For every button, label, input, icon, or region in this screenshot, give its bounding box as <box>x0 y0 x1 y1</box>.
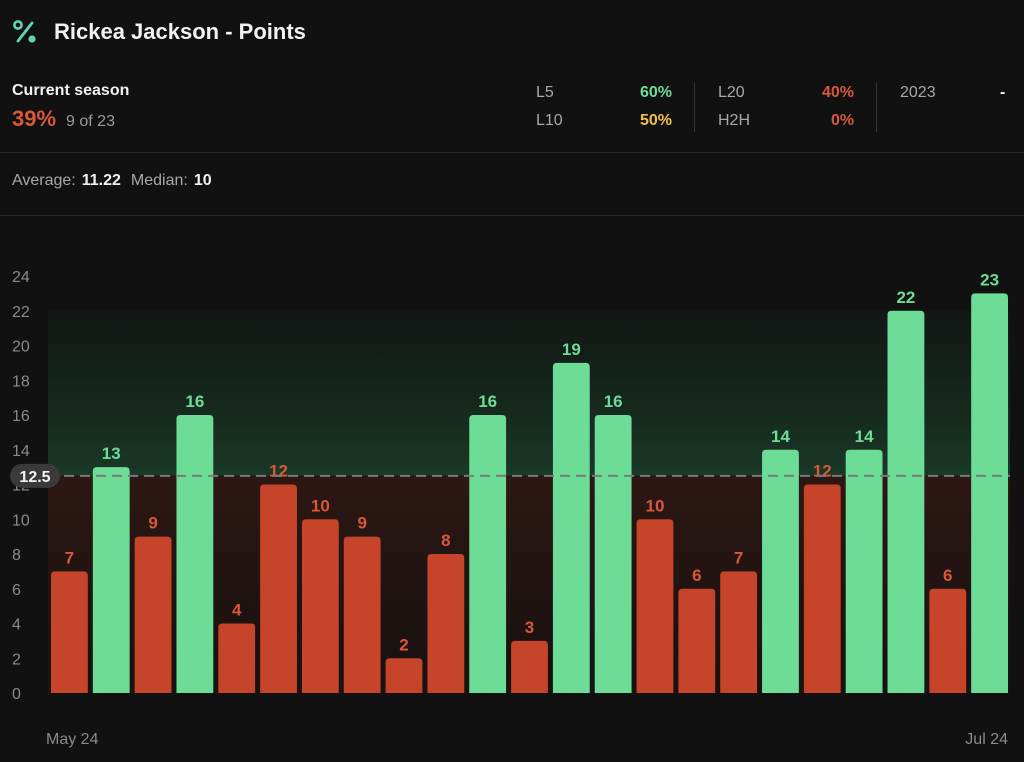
x-start-label: May 24 <box>46 731 99 748</box>
y-tick-label: 10 <box>12 512 30 529</box>
bar-value-label: 13 <box>102 444 121 463</box>
bar-value-label: 23 <box>980 270 999 289</box>
split-label: L5 <box>536 84 554 101</box>
y-tick-label: 22 <box>12 304 30 321</box>
average-median-row: Average: 11.22 Median: 10 <box>12 172 222 190</box>
average-value: 11.22 <box>81 172 121 189</box>
page-title: Rickea Jackson - Points <box>54 19 306 44</box>
bar-value-label: 7 <box>734 548 743 567</box>
divider <box>694 82 695 132</box>
bar[interactable] <box>552 362 590 693</box>
bar[interactable] <box>678 588 716 693</box>
bar[interactable] <box>887 310 925 693</box>
bar[interactable] <box>260 484 297 694</box>
bar-value-label: 9 <box>148 514 157 533</box>
split-value: 0% <box>831 112 855 129</box>
bar-value-label: 10 <box>646 496 665 515</box>
bar[interactable] <box>636 519 674 693</box>
bar[interactable] <box>762 449 799 693</box>
split-value: 50% <box>640 112 673 129</box>
x-end-label: Jul 24 <box>965 731 1008 748</box>
bar-value-label: 12 <box>813 462 832 481</box>
median-value: 10 <box>193 172 212 189</box>
bar[interactable] <box>971 293 1008 693</box>
bar-value-label: 2 <box>399 635 408 654</box>
line-pill <box>10 463 60 488</box>
percent-icon <box>13 20 36 43</box>
split-label: L10 <box>536 112 563 129</box>
season-label: Current season <box>12 82 130 99</box>
bar[interactable] <box>301 519 339 693</box>
bar[interactable] <box>92 467 130 693</box>
median-label: Median: <box>130 172 188 189</box>
divider <box>876 82 877 132</box>
y-tick-label: 24 <box>12 269 30 286</box>
bar-value-label: 4 <box>232 601 242 620</box>
bar-value-label: 8 <box>441 531 450 550</box>
y-tick-label: 20 <box>12 339 30 356</box>
bar[interactable] <box>385 658 423 693</box>
split-label: H2H <box>718 112 751 129</box>
split-value: 40% <box>822 84 855 101</box>
y-tick-label: 6 <box>12 582 21 599</box>
bar-value-label: 10 <box>311 496 330 515</box>
bar[interactable] <box>845 449 883 693</box>
bar-value-label: 9 <box>357 514 366 533</box>
bar-value-label: 22 <box>896 288 915 307</box>
divider <box>0 215 1024 216</box>
split-label: 2023 <box>900 84 936 101</box>
header: Rickea Jackson - Points <box>12 14 306 50</box>
split-value: - <box>1000 84 1006 101</box>
bar-value-label: 7 <box>65 548 74 567</box>
bar[interactable] <box>427 554 465 693</box>
bar-value-label: 14 <box>855 427 874 446</box>
bar-value-label: 16 <box>478 392 497 411</box>
current-season: Current season 39% 9 of 23 <box>12 82 129 132</box>
bar[interactable] <box>511 640 548 693</box>
y-tick-label: 0 <box>12 686 21 703</box>
y-tick-label: 16 <box>12 408 30 425</box>
bar-value-label: 3 <box>525 618 534 637</box>
split-value: 60% <box>640 84 673 101</box>
bar-value-label: 6 <box>943 566 952 585</box>
bar[interactable] <box>343 536 381 693</box>
y-tick-label: 8 <box>12 547 21 564</box>
bar[interactable] <box>929 588 967 693</box>
average-label: Average: <box>12 172 76 189</box>
bar[interactable] <box>51 571 88 693</box>
divider <box>0 152 1024 153</box>
season-hit-count: 9 of 23 <box>66 113 115 130</box>
y-tick-label: 2 <box>12 651 21 668</box>
bar[interactable] <box>218 623 256 694</box>
bar[interactable] <box>176 415 214 693</box>
bar-value-label: 12 <box>269 462 288 481</box>
bar-value-label: 19 <box>562 340 581 359</box>
points-bar-chart: 0246810121416182022247139164121092816319… <box>10 269 1010 748</box>
y-tick-label: 4 <box>12 617 21 634</box>
bar-value-label: 16 <box>604 392 623 411</box>
bar[interactable] <box>720 571 758 693</box>
bar[interactable] <box>134 536 172 693</box>
bar-value-label: 16 <box>185 392 204 411</box>
y-tick-label: 14 <box>12 443 30 460</box>
bar-value-label: 6 <box>692 566 701 585</box>
bar-value-label: 14 <box>771 427 790 446</box>
bar[interactable] <box>803 484 841 694</box>
bar[interactable] <box>594 415 632 693</box>
season-hit-rate: 39% <box>12 106 57 131</box>
y-tick-label: 18 <box>12 373 30 390</box>
line-value-label: 12.5 <box>19 469 50 486</box>
bar[interactable] <box>469 415 507 693</box>
split-label: L20 <box>718 84 745 101</box>
